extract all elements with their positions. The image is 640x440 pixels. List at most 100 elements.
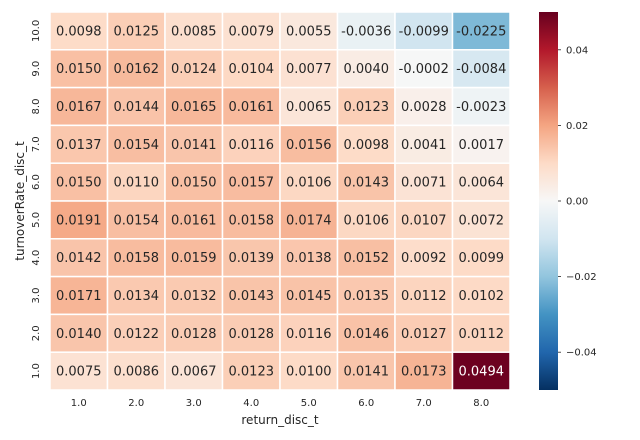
colorbar <box>539 12 558 390</box>
heatmap-cell <box>279 351 339 391</box>
cell-value-label: 0.0116 <box>286 327 332 342</box>
heatmap-cell <box>394 200 454 240</box>
cell-value-label: 0.0098 <box>56 24 102 39</box>
heatmap-cell <box>164 238 224 278</box>
x-tick-label: 8.0 <box>473 398 489 409</box>
heatmap-cell <box>164 275 224 316</box>
cell-value-label: 0.0098 <box>344 138 390 153</box>
cell-value-label: 0.0494 <box>459 365 505 380</box>
heatmap-cell <box>106 49 166 89</box>
cell-value-label: 0.0139 <box>229 251 275 266</box>
heatmap-cell <box>221 351 281 391</box>
cell-value-label: 0.0077 <box>286 62 332 77</box>
cell-value-label: 0.0127 <box>401 327 447 342</box>
heatmap-cell <box>336 238 396 278</box>
colorbar-tick-label: 0.02 <box>566 121 588 132</box>
cell-value-label: 0.0110 <box>114 176 160 191</box>
y-tick-label: 1.0 <box>31 363 42 379</box>
heatmap-cell <box>279 313 339 353</box>
cell-value-label: 0.0106 <box>286 176 332 191</box>
colorbar-tick-label: 0.00 <box>566 197 588 208</box>
heatmap-cell <box>279 200 339 240</box>
cell-value-label: 0.0173 <box>401 365 447 380</box>
heatmap-cell <box>106 238 166 278</box>
cell-value-label: 0.0150 <box>56 62 102 77</box>
cell-value-label: 0.0065 <box>286 100 332 115</box>
heatmap-cell <box>106 351 166 391</box>
heatmap-cell <box>451 313 511 353</box>
cell-value-label: 0.0028 <box>401 100 447 115</box>
x-tick-label: 3.0 <box>186 398 202 409</box>
heatmap-cell <box>164 86 224 127</box>
colorbar-tick-label: 0.04 <box>566 45 588 56</box>
x-tick-label: 5.0 <box>301 398 317 409</box>
heatmap-cell <box>164 124 224 164</box>
cell-value-label: 0.0143 <box>229 289 275 304</box>
colorbar-ticks: 0.04 0.02 0.00 −0.02 −0.04 <box>558 45 597 359</box>
x-tick-label: 6.0 <box>358 398 374 409</box>
cell-value-label: 0.0102 <box>459 289 505 304</box>
heatmap-cell <box>451 351 511 391</box>
cell-value-label: 0.0137 <box>56 138 102 153</box>
cell-value-label: 0.0138 <box>286 251 332 266</box>
y-axis-label: turnoverRate_disc_t <box>13 141 27 261</box>
cell-value-label: 0.0158 <box>114 251 160 266</box>
cell-value-label: 0.0134 <box>114 289 160 304</box>
cell-value-label: 0.0112 <box>459 327 505 342</box>
cell-value-label: 0.0099 <box>459 251 505 266</box>
cell-value-label: 0.0125 <box>114 24 160 39</box>
cell-value-label: 0.0161 <box>171 213 217 228</box>
cell-value-label: 0.0017 <box>459 138 505 153</box>
heatmap-cell <box>451 11 511 51</box>
heatmap-cell <box>279 86 339 127</box>
y-tick-label: 6.0 <box>31 174 42 190</box>
cell-value-label: 0.0072 <box>459 213 505 228</box>
cell-value-label: 0.0124 <box>171 62 217 77</box>
heatmap-cell <box>106 200 166 240</box>
heatmap-cell <box>49 238 109 278</box>
x-tick-label: 4.0 <box>243 398 259 409</box>
y-tick-label: 4.0 <box>31 250 42 266</box>
cell-value-label: 0.0158 <box>229 213 275 228</box>
cell-value-label: 0.0092 <box>401 251 447 266</box>
cell-value-label: 0.0086 <box>114 365 160 380</box>
heatmap-cell <box>394 238 454 278</box>
colorbar-tick-label: −0.02 <box>566 272 597 283</box>
heatmap-cell <box>164 313 224 353</box>
cell-value-label: 0.0128 <box>229 327 275 342</box>
cell-value-label: 0.0067 <box>171 365 217 380</box>
heatmap-cell <box>106 313 166 353</box>
cell-value-label: -0.0225 <box>456 24 506 39</box>
x-axis-label: return_disc_t <box>241 413 318 427</box>
cell-value-label: -0.0099 <box>399 24 449 39</box>
heatmap-cell <box>336 11 396 51</box>
heatmap-cell <box>279 238 339 278</box>
heatmap-cell <box>49 11 109 51</box>
heatmap-cell <box>49 86 109 127</box>
heatmap-cell <box>336 200 396 240</box>
heatmap-cell <box>451 238 511 278</box>
cell-value-label: -0.0036 <box>341 24 391 39</box>
cell-value-label: 0.0157 <box>229 176 275 191</box>
cell-value-label: 0.0135 <box>344 289 390 304</box>
x-tick-label: 1.0 <box>71 398 87 409</box>
cell-value-label: 0.0144 <box>114 100 160 115</box>
cell-value-label: 0.0112 <box>401 289 447 304</box>
cell-value-label: 0.0152 <box>344 251 390 266</box>
cell-value-label: 0.0100 <box>286 365 332 380</box>
cell-value-label: 0.0104 <box>229 62 275 77</box>
cell-value-label: 0.0156 <box>286 138 332 153</box>
heatmap-cell <box>394 124 454 164</box>
colorbar-tick-label: −0.04 <box>566 348 597 359</box>
x-tick-label: 2.0 <box>128 398 144 409</box>
cell-value-label: 0.0154 <box>114 138 160 153</box>
heatmap-cell <box>279 162 339 202</box>
y-tick-label: 2.0 <box>31 325 42 341</box>
y-tick-label: 10.0 <box>31 20 42 42</box>
heatmap-cell <box>394 86 454 127</box>
heatmap-cell <box>221 313 281 353</box>
cell-value-label: 0.0040 <box>344 62 390 77</box>
cell-value-label: 0.0162 <box>114 62 160 77</box>
cell-value-label: 0.0145 <box>286 289 332 304</box>
